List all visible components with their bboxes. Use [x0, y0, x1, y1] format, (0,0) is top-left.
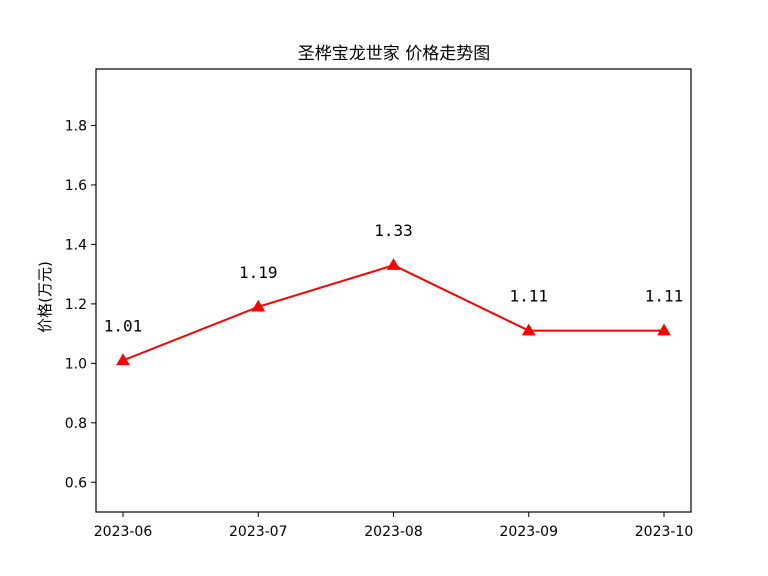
x-tick-label: 2023-08: [364, 524, 423, 540]
y-tick-label: 0.8: [65, 416, 87, 432]
data-label: 1.19: [239, 263, 278, 282]
x-tick-label: 2023-07: [229, 524, 288, 540]
data-point-marker: [386, 258, 401, 270]
y-tick-label: 0.6: [65, 475, 87, 491]
data-point-marker: [116, 353, 130, 366]
data-label: 1.33: [374, 221, 413, 240]
x-tick-label: 2023-10: [635, 524, 694, 540]
y-tick-label: 1.6: [65, 178, 87, 194]
data-label: 1.11: [509, 287, 548, 306]
data-label: 1.01: [104, 316, 143, 335]
data-label: 1.11: [645, 287, 684, 306]
y-tick-label: 1.4: [65, 237, 87, 253]
series-line: [122, 264, 664, 362]
x-tick-label: 2023-09: [500, 524, 559, 540]
y-axis: 0.6 0.8 1.0 1.2 1.4 1.6 1.8: [65, 118, 96, 491]
y-tick-label: 1.0: [65, 356, 87, 372]
data-point-marker: [657, 323, 671, 336]
y-tick-label: 1.8: [65, 118, 87, 134]
series-layer: 1.01 1.19 1.33 1.11 1.11: [104, 221, 684, 366]
plot-frame: [95, 68, 692, 513]
y-tick-label: 1.2: [65, 297, 87, 313]
x-tick-label: 2023-06: [94, 524, 153, 540]
data-point-marker: [521, 323, 536, 336]
x-axis: 2023-06 2023-07 2023-08 2023-09 2023-10: [94, 512, 694, 540]
y-axis-label: 价格(万元): [36, 261, 54, 333]
data-point-marker: [251, 299, 266, 312]
chart-title: 圣桦宝龙世家 价格走势图: [298, 44, 490, 64]
